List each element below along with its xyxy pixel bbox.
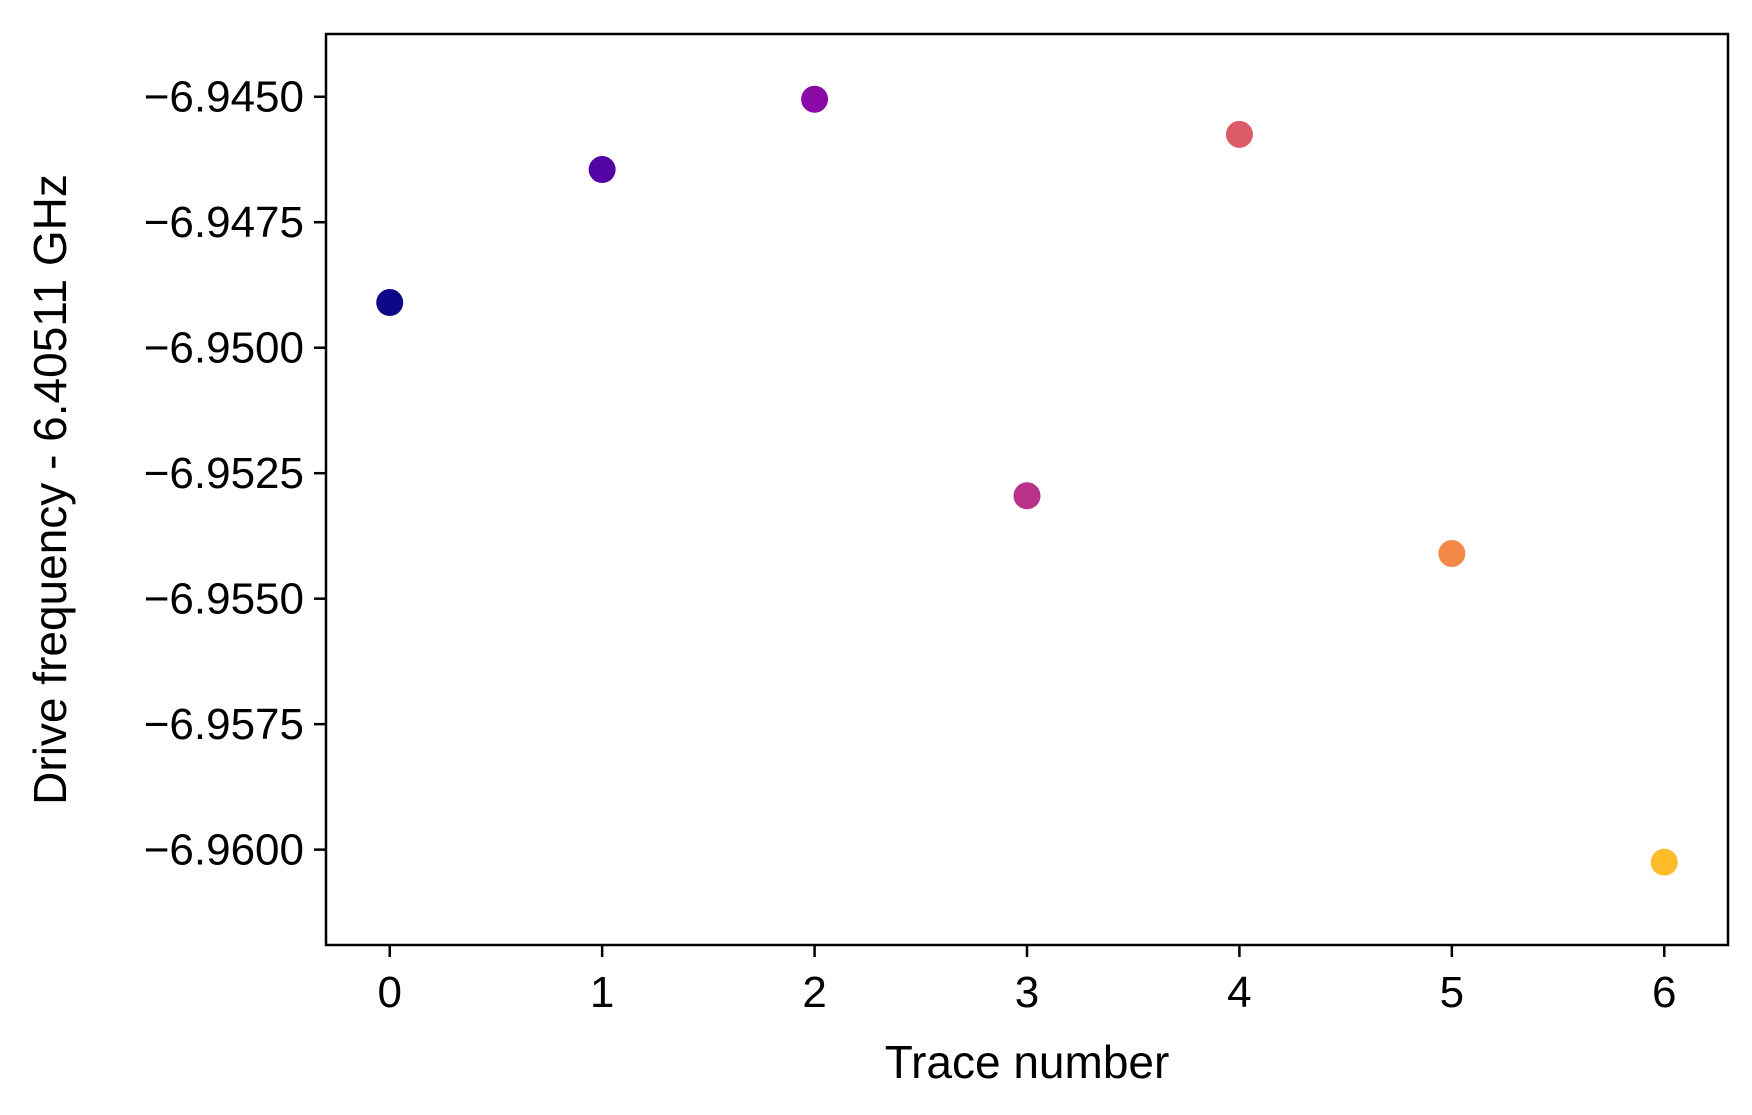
y-tick-label: −6.9600: [144, 826, 304, 875]
x-tick-label: 1: [590, 968, 614, 1017]
x-tick-label: 3: [1015, 968, 1039, 1017]
x-tick-label: 5: [1440, 968, 1464, 1017]
y-tick-label: −6.9475: [144, 198, 304, 247]
y-tick-label: −6.9525: [144, 449, 304, 498]
x-axis-label: Trace number: [885, 1036, 1170, 1088]
x-tick-label: 0: [377, 968, 401, 1017]
data-point-5: [1438, 539, 1466, 567]
y-axis-label: Drive frequency - 6.40511 GHz: [24, 174, 76, 805]
data-point-3: [1013, 482, 1041, 510]
y-tick-label: −6.9500: [144, 324, 304, 373]
data-point-2: [801, 85, 829, 113]
y-tick-label: −6.9575: [144, 700, 304, 749]
data-point-1: [588, 156, 616, 184]
x-tick-label: 4: [1227, 968, 1251, 1017]
data-point-0: [376, 289, 404, 317]
y-tick-label: −6.9550: [144, 575, 304, 624]
points-layer: [376, 85, 1678, 876]
ticks-layer: 0 1 2 3 4 5 6 −6.9450 −6.9475 −6.9500 −6.9525 −6.95…: [144, 73, 1677, 1017]
data-point-6: [1650, 848, 1678, 876]
data-point-4: [1225, 120, 1253, 148]
x-tick-label: 2: [802, 968, 826, 1017]
y-tick-label: −6.9450: [144, 73, 304, 122]
x-tick-label: 6: [1652, 968, 1676, 1017]
plot-area-frame: [324, 32, 1730, 947]
